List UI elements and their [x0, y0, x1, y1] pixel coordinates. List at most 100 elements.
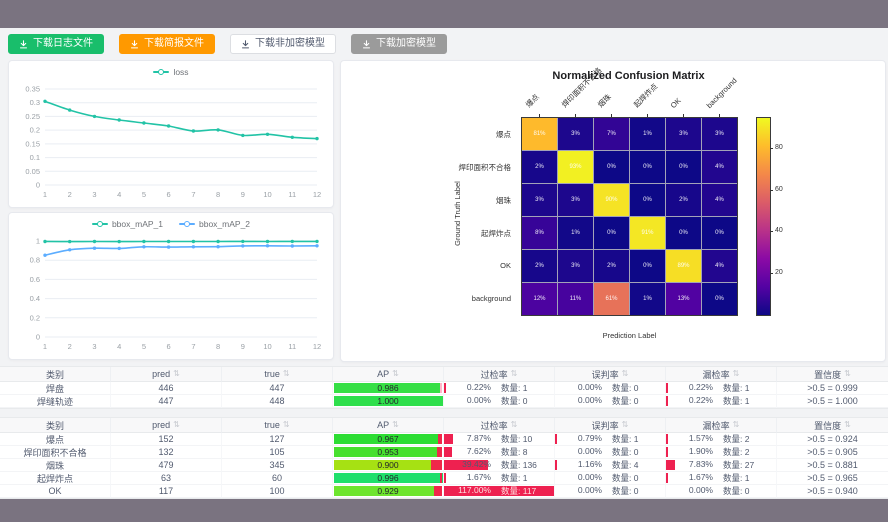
sort-caret-icon[interactable]: ⇅	[844, 420, 851, 429]
matrix-cell-value: 0%	[643, 164, 652, 170]
column-header-true[interactable]: true ⇅	[222, 367, 333, 382]
rate-percent: 1.67%	[688, 472, 713, 482]
matrix-cell-value: 3%	[571, 131, 580, 137]
rate-percent: 7.62%	[466, 446, 491, 456]
svg-text:7: 7	[191, 342, 195, 351]
column-header-pred[interactable]: pred ⇅	[111, 367, 222, 382]
column-header-text: 过检率	[480, 420, 508, 431]
sort-caret-icon[interactable]: ⇅	[282, 369, 290, 378]
matrix-cell-value: 3%	[535, 197, 544, 203]
rate-cell: 1.90% 数量: 2	[666, 446, 777, 459]
rate-bar	[555, 434, 557, 444]
table-row: 焊印面积不合格 132 105 0.953 7.62% 数量: 8 0.00% 数量: 0 1.…	[0, 446, 888, 459]
column-header-text: 类别	[45, 369, 64, 380]
rate-percent: 0.00%	[577, 382, 602, 392]
column-header-漏检率[interactable]: 漏检率 ⇅	[666, 418, 777, 433]
column-header-置信度[interactable]: 置信度 ⇅	[777, 418, 888, 433]
table-cell: 117	[111, 485, 222, 498]
column-header-true[interactable]: true ⇅	[222, 418, 333, 433]
svg-text:0.6: 0.6	[30, 275, 40, 284]
matrix-cell: 0%	[666, 151, 701, 183]
sort-caret-icon[interactable]: ⇅	[844, 369, 851, 378]
window-chrome-top	[0, 0, 888, 29]
column-header-AP[interactable]: AP ⇅	[333, 418, 444, 433]
legend-item-bbox_mAP_1[interactable]: bbox_mAP_1	[91, 219, 163, 229]
column-header-AP[interactable]: AP ⇅	[333, 367, 444, 382]
matrix-cell: 89%	[666, 250, 701, 282]
sort-caret-icon[interactable]: ⇅	[173, 420, 180, 429]
download-encrypted-model-button[interactable]: 下载加密模型	[351, 34, 447, 54]
matrix-cell-value: 2%	[535, 263, 544, 269]
sort-caret-icon[interactable]: ⇅	[621, 420, 629, 429]
download-unencrypted-model-button[interactable]: 下载非加密模型	[230, 34, 336, 54]
sort-caret-icon[interactable]: ⇅	[392, 369, 399, 378]
sort-caret-icon[interactable]: ⇅	[510, 420, 518, 429]
rate-bar	[444, 486, 554, 496]
sort-caret-icon[interactable]: ⇅	[732, 420, 740, 429]
confusion-matrix-xlabel: Prediction Label	[602, 331, 657, 340]
table-row: 焊盘 446 447 0.986 0.22% 数量: 1 0.00% 数量: 0 0.22% 数量…	[0, 382, 888, 395]
svg-text:7: 7	[191, 190, 195, 199]
matrix-cell: 0%	[702, 283, 737, 315]
table-cell: 105	[222, 446, 333, 459]
sort-caret-icon[interactable]: ⇅	[510, 369, 518, 378]
svg-text:0: 0	[36, 181, 40, 190]
legend-dot-icon	[96, 221, 103, 227]
loss-chart: 00.050.10.150.20.250.30.351 2 3 4 5 6 7 8 9 10 11 1…	[25, 85, 321, 200]
legend-item-bbox_mAP_2[interactable]: bbox_mAP_2	[179, 219, 250, 229]
legend-item-loss[interactable]: loss	[153, 67, 189, 77]
column-header-置信度[interactable]: 置信度 ⇅	[777, 367, 888, 382]
matrix-row-label: 焊印面积不合格	[458, 163, 512, 172]
confidence-cell: >0.5 = 1.000	[777, 395, 888, 408]
sort-caret-icon[interactable]: ⇅	[392, 420, 399, 429]
rate-count: 数量: 1	[501, 383, 528, 393]
matrix-row-label: 烟珠	[496, 196, 511, 205]
matrix-cell-value: 11%	[569, 296, 582, 302]
matrix-cell: 8%	[522, 217, 557, 249]
svg-text:0.25: 0.25	[25, 112, 40, 121]
column-header-过检率[interactable]: 过检率 ⇅	[444, 418, 555, 433]
column-header-text: 置信度	[814, 420, 842, 431]
confusion-matrix-grid: 81% 3% 7% 1% 3% 3% 2% 93% 0% 0% 0% 4% 3% 3% 90% 0% 2% 4% 8…	[521, 117, 738, 316]
download-log-file-button[interactable]: 下载日志文件	[8, 34, 104, 54]
rate-count: 数量: 2	[723, 434, 750, 444]
svg-text:0.3: 0.3	[30, 98, 40, 107]
svg-text:0.2: 0.2	[30, 313, 40, 322]
rate-count: 数量: 1	[501, 473, 528, 483]
sort-caret-icon[interactable]: ⇅	[732, 369, 740, 378]
svg-text:1: 1	[36, 237, 40, 246]
matrix-row-label: 起焊炸点	[481, 229, 511, 238]
column-header-text: 类别	[45, 420, 64, 431]
column-header-pred[interactable]: pred ⇅	[111, 418, 222, 433]
weld-pad-metrics-table: 类别 pred ⇅ true ⇅ AP ⇅ 过检率 ⇅ 误判率 ⇅ 漏检率 ⇅ 置信度 ⇅ 焊盘 446 447 0…	[0, 366, 888, 409]
sort-caret-icon[interactable]: ⇅	[621, 369, 629, 378]
matrix-column-label: 爆点	[523, 92, 541, 110]
column-header-误判率[interactable]: 误判率 ⇅	[555, 367, 666, 382]
rate-cell: 0.00% 数量: 0	[555, 472, 666, 485]
column-header-text: 过检率	[480, 369, 508, 380]
button-label: 下载加密模型	[376, 38, 436, 49]
rate-count: 数量: 1	[723, 473, 750, 483]
sort-caret-icon[interactable]: ⇅	[282, 420, 290, 429]
matrix-cell: 3%	[702, 118, 737, 150]
ap-value: 1.000	[377, 396, 399, 406]
sort-caret-icon[interactable]: ⇅	[173, 369, 180, 378]
rate-bar	[666, 460, 675, 470]
matrix-cell: 0%	[630, 250, 665, 282]
matrix-cell-value: 12%	[533, 296, 546, 302]
rate-cell: 0.00% 数量: 0	[555, 485, 666, 498]
column-header-text: pred	[152, 369, 171, 379]
svg-text:3: 3	[92, 342, 96, 351]
download-report-file-button[interactable]: 下载简报文件	[119, 34, 215, 54]
column-header-漏检率[interactable]: 漏检率 ⇅	[666, 367, 777, 382]
ap-bar	[334, 396, 443, 406]
matrix-cell-value: 2%	[679, 197, 688, 203]
matrix-cell-value: 2%	[607, 263, 616, 269]
ap-remainder-bar	[436, 447, 442, 457]
svg-text:0.1: 0.1	[30, 153, 40, 162]
column-header-误判率[interactable]: 误判率 ⇅	[555, 418, 666, 433]
column-header-过检率[interactable]: 过检率 ⇅	[444, 367, 555, 382]
matrix-cell: 4%	[702, 184, 737, 216]
rate-cell: 117.00% 数量: 117	[444, 485, 555, 498]
